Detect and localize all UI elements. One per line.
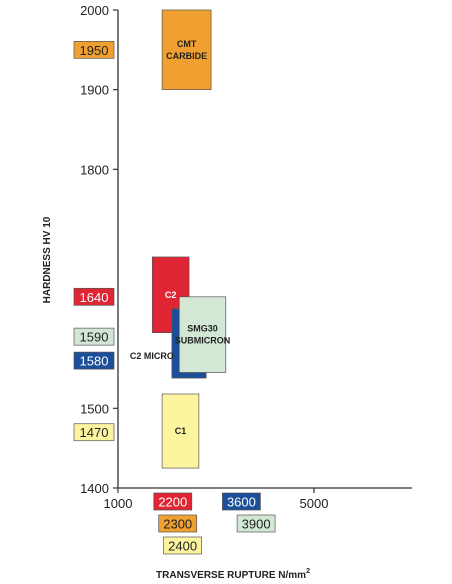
y-tick-label: 1800	[80, 162, 109, 177]
grade-label-line: C1	[175, 426, 187, 436]
grade-label-line: SMG30	[187, 324, 218, 334]
grade-label-smg30-submicron: SMG30 SUBMICRON	[175, 324, 231, 346]
hardness-badge-text: 1640	[80, 290, 109, 305]
grade-label-c2-micro: C2 MICRO	[130, 351, 174, 361]
grade-label-line: C2 MICRO	[130, 351, 174, 361]
grade-boxes: CMT CARBIDE C2 C2 MICRO SMG30 SUBMICRON C1	[130, 9, 231, 469]
value-badges: 1950 1640 1590 1580 1470 2200 2300 2400 3600 3900	[73, 40, 276, 555]
grade-label-c1: C1	[175, 426, 187, 436]
y-tick-label: 1500	[80, 401, 109, 416]
y-tick-label: 1400	[80, 481, 109, 496]
x-tick-label: 5000	[300, 496, 329, 511]
hardness-badge-text: 1950	[80, 43, 109, 58]
hardness-badge-text: 1470	[80, 425, 109, 440]
hardness-badge-box	[73, 423, 115, 442]
hardness-badge-box	[73, 40, 115, 59]
hardness-badge-text: 1580	[80, 354, 109, 369]
rupture-badge-text: 2300	[163, 517, 192, 532]
rupture-badge-text: 2200	[158, 495, 187, 510]
y-tick-label: 1900	[80, 83, 109, 98]
x-axis-title: TRANSVERSE RUPTURE N/mm2	[156, 568, 310, 581]
x-axis-title-text: TRANSVERSE RUPTURE N/mm	[156, 570, 306, 581]
rupture-badge-text: 2400	[168, 539, 197, 554]
grade-label-line: CARBIDE	[166, 51, 207, 61]
x-axis-title-superscript: 2	[306, 568, 310, 575]
hardness-badge-box	[73, 351, 115, 370]
rupture-badge-box	[236, 514, 276, 533]
grade-label-line: C2	[165, 290, 177, 300]
rupture-badge-text: 3900	[242, 517, 271, 532]
rupture-badge-box	[222, 492, 261, 511]
x-tick-label: 1000	[104, 496, 133, 511]
grade-label-c2: C2	[165, 290, 177, 300]
grade-box-cmt-carbide	[161, 9, 212, 91]
grade-box-smg30-submicron	[178, 296, 227, 373]
grade-label-line: SUBMICRON	[175, 336, 231, 346]
y-axis-title: HARDNESS HV 10	[42, 216, 53, 303]
rupture-badge-box	[163, 536, 202, 555]
hardness-badge-box	[73, 287, 115, 306]
y-tick-label: 2000	[80, 3, 109, 18]
rupture-badge-text: 3600	[227, 495, 256, 510]
grade-label-line: CMT	[177, 39, 197, 49]
hardness-badge-text: 1590	[80, 330, 109, 345]
grade-label-cmt-carbide: CMT CARBIDE	[166, 39, 207, 61]
rupture-badge-box	[158, 514, 198, 533]
hardness-badge-box	[73, 327, 115, 346]
grade-box-c1	[161, 393, 200, 469]
rupture-badge-box	[153, 492, 193, 511]
